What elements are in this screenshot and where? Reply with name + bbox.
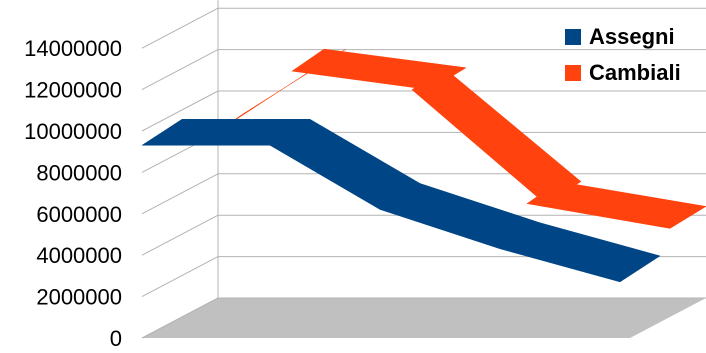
legend-swatch [565,29,581,45]
legend-swatch [565,65,581,81]
series-cambiali-group [211,48,706,229]
grid-line-side [141,256,219,298]
y-tick-label: 0 [110,326,122,351]
series-cambiali-segment [526,181,706,229]
y-axis-ticks: 0 2000000 4000000 6000000 8000000 10000000 120… [24,36,122,351]
y-tick-label: 6000000 [36,202,122,227]
grid-line-side [141,214,219,256]
grid-line-side [141,7,219,49]
side-wall [142,0,218,338]
series-assegni-segment [499,222,661,283]
grid-line-side [141,49,219,91]
series-assegni-group [141,118,661,283]
grid-line-side [141,297,219,339]
legend-label: Assegni [589,24,675,49]
floor [142,298,706,338]
legend: Assegni Cambiali [565,24,681,85]
grid-lines [141,7,706,339]
y-tick-label: 14000000 [24,36,122,61]
y-tick-label: 8000000 [36,160,122,185]
grid-line-side [141,90,219,132]
chart-walls [142,0,706,338]
legend-label: Cambiali [589,60,681,85]
y-tick-label: 10000000 [24,119,122,144]
y-tick-label: 4000000 [36,243,122,268]
y-tick-label: 2000000 [36,285,122,310]
y-tick-label: 12000000 [24,78,122,103]
grid-line-side [141,173,219,215]
